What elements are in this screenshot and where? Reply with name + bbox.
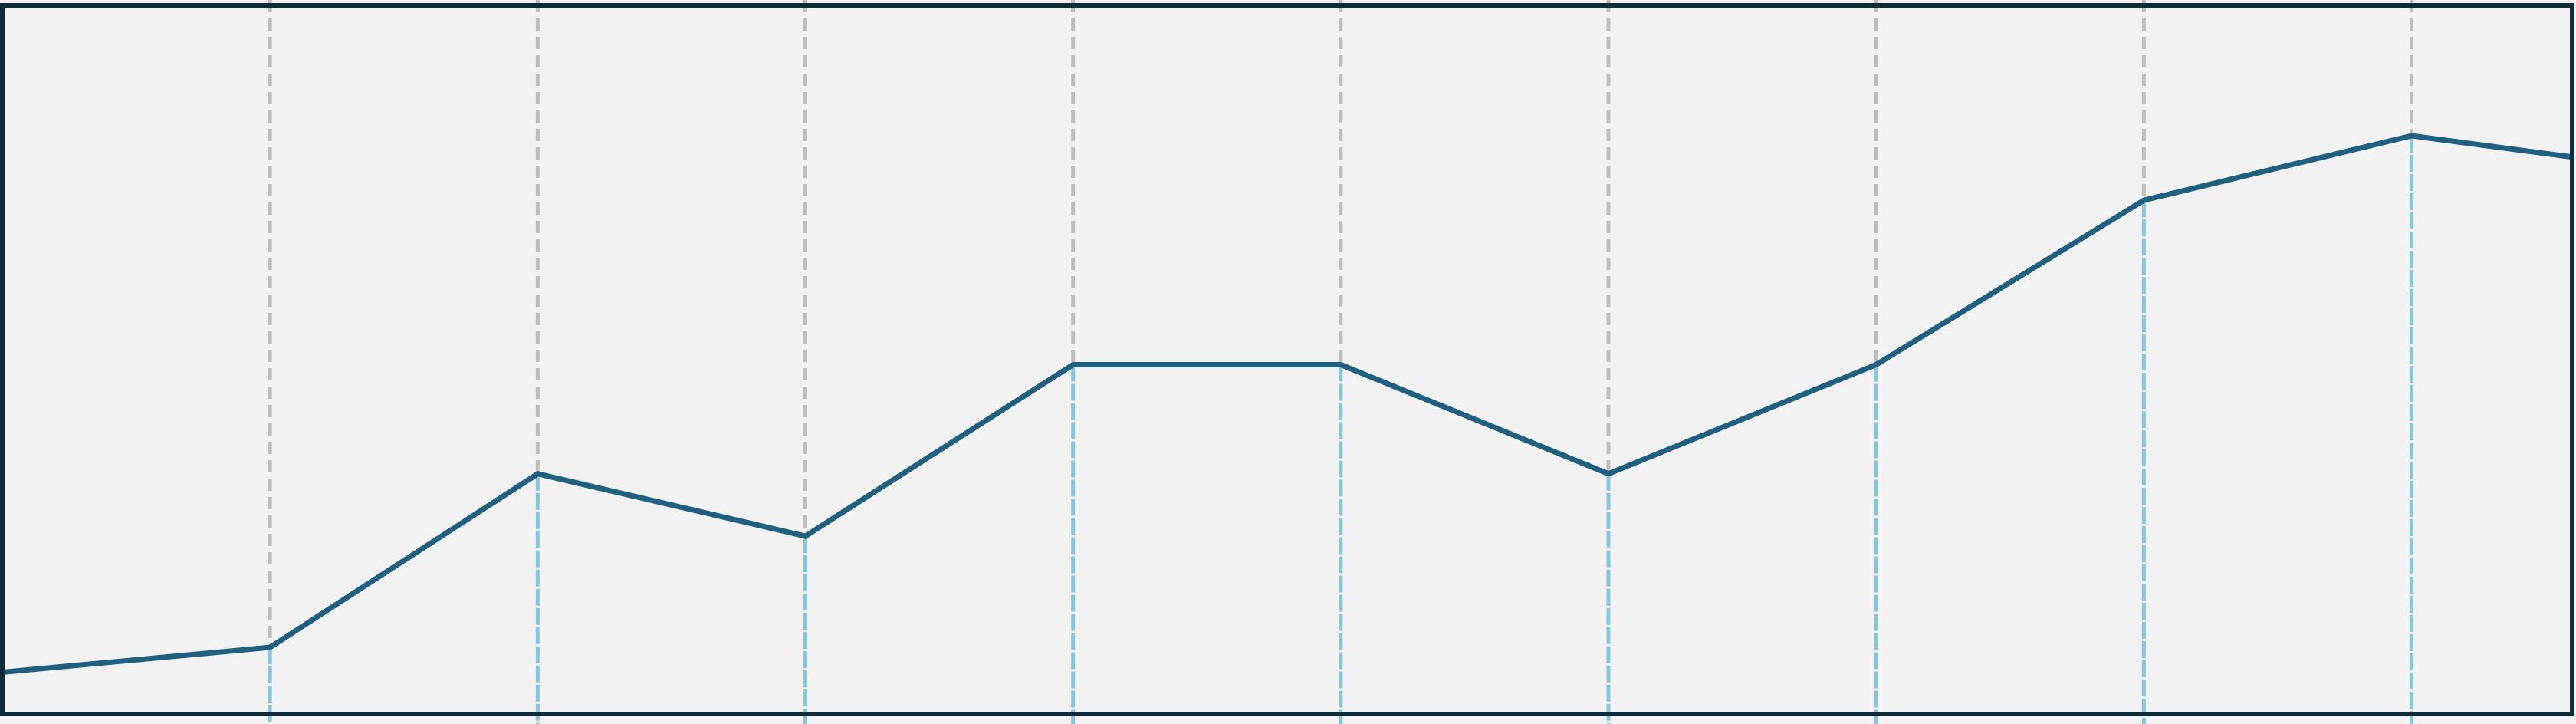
data-point — [803, 534, 808, 539]
data-point — [1338, 362, 1343, 367]
data-point — [1606, 471, 1611, 476]
plot-frame — [0, 3, 2574, 716]
data-point — [2141, 198, 2147, 203]
data-point — [268, 645, 273, 650]
data-point — [1070, 362, 1076, 367]
plot-background — [2, 5, 2572, 714]
gridlines — [268, 0, 2413, 724]
data-point — [535, 471, 540, 476]
series-layer — [0, 133, 2572, 675]
data-point — [1874, 362, 1879, 367]
data-point — [2409, 133, 2414, 139]
